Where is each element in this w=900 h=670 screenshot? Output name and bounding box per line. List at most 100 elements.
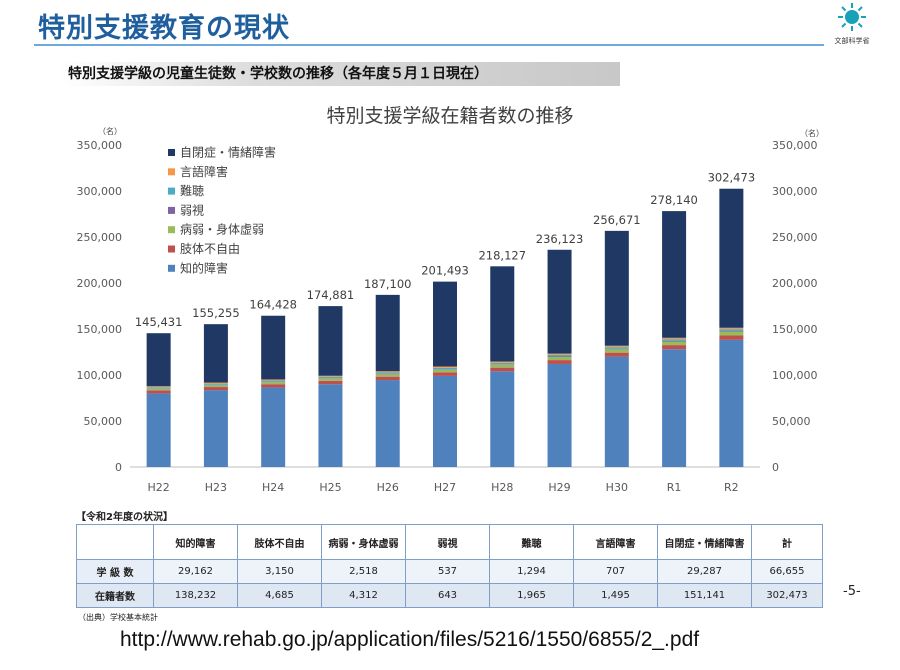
title-divider [34,44,824,46]
total-label: 302,473 [708,171,756,185]
y-tick-label-right: 50,000 [772,415,811,428]
bar-segment [318,384,343,467]
total-label: 145,431 [135,315,183,329]
total-label: 174,881 [307,288,355,302]
bar-segment [146,390,171,394]
bar-segment [719,329,744,331]
bar-segment [662,211,687,338]
bar-segment [662,349,687,467]
bar-segment [490,364,515,368]
bar-segment [375,376,400,381]
total-label: 218,127 [478,248,526,262]
bar-segment [433,369,457,370]
source-url[interactable]: http://www.rehab.go.jp/application/files… [120,628,700,651]
total-label: 201,493 [421,264,469,278]
status-table: 知的障害 肢体不自由 病弱・身体虚弱 弱視 難聴 言語障害 自閉症・情緒障害 計… [76,524,823,608]
bar-segment [375,294,400,372]
legend-swatch [168,187,175,195]
bar-segment [261,315,286,380]
bar-segment [203,390,228,467]
ministry-logo: 文部科学省 [830,2,874,52]
y-tick-label-left: 250,000 [77,231,123,244]
table-header: 難聴 [489,524,574,560]
table-cell: 537 [405,559,490,584]
bar-segment [547,356,572,358]
bar-segment [547,354,572,357]
y-tick-label-right: 300,000 [772,185,818,198]
row-label: 在籍者数 [76,583,154,608]
total-label: 155,255 [192,306,240,320]
bar-segment [662,345,687,350]
y-tick-label-left: 50,000 [84,415,123,428]
bar-segment [490,361,515,363]
bar-segment [604,356,629,467]
bar-segment [146,388,171,391]
total-label: 236,123 [536,232,584,246]
y-unit-left: （名） [98,126,122,136]
x-tick-label: H23 [205,481,227,494]
table-corner [76,524,154,560]
bar-segment [604,352,629,357]
bar-segment [146,333,171,387]
y-tick-label-right: 150,000 [772,323,818,336]
y-tick-label-left: 0 [115,461,122,474]
bar-segment [375,374,400,377]
table-cell: 1,294 [489,559,574,584]
bar-segment [719,331,744,336]
page-number: -5- [843,584,861,599]
legend-label: 肢体不自由 [180,241,240,256]
bar-segment [146,393,171,467]
y-tick-label-right: 250,000 [772,231,818,244]
table-cell: 643 [405,583,490,608]
table-cell: 707 [573,559,658,584]
table-cell: 4,312 [321,583,406,608]
bar-segment [719,188,744,328]
bar-segment [261,384,286,388]
bar-segment [318,380,343,385]
legend-swatch [168,226,175,234]
x-tick-label: H26 [377,481,399,494]
y-tick-label-right: 200,000 [772,277,818,290]
row-label: 学 級 数 [76,559,154,584]
bar-segment [490,266,515,362]
table-cell: 66,655 [751,559,823,584]
bar-segment [318,375,343,377]
bar-segment [604,345,629,348]
table-cell: 1,495 [573,583,658,608]
bar-segment [433,375,457,467]
bar-segment [662,340,687,342]
legend-label: 難聴 [180,183,204,198]
page-title: 特別支援教育の現状 [38,13,290,44]
bar-segment [604,349,629,353]
table-header: 知的障害 [153,524,238,560]
bar-segment [203,324,228,383]
sun-logo-icon [838,3,866,31]
table-header: 弱視 [405,524,490,560]
legend-swatch [168,168,175,176]
bar-segment [318,306,343,376]
bar-segment [604,347,629,349]
bar-segment [719,339,744,467]
bar-segment [261,379,286,381]
legend-label: 病弱・身体虚弱 [180,222,264,237]
bar-segment [547,353,572,355]
table-cell: 3,150 [237,559,322,584]
table-header: 肢体不自由 [237,524,322,560]
table-header: 病弱・身体虚弱 [321,524,406,560]
bar-segment [261,382,286,385]
bar-segment [261,380,286,382]
y-tick-label-left: 100,000 [77,369,123,382]
table-cell: 29,287 [657,559,752,584]
x-tick-label: R2 [724,481,739,494]
y-tick-label-left: 200,000 [77,277,123,290]
x-tick-label: H28 [491,481,513,494]
bar-segment [203,385,228,388]
table-cell: 2,518 [321,559,406,584]
x-tick-label: H22 [147,481,169,494]
table-row: 学 級 数 29,162 3,150 2,518 537 1,294 707 2… [76,559,823,584]
total-label: 278,140 [650,193,698,207]
bar-segment [433,372,457,376]
table-title: 【令和2年度の状況】 [76,512,173,523]
legend-label: 自閉症・情緒障害 [180,145,276,160]
bar-segment [318,378,343,381]
